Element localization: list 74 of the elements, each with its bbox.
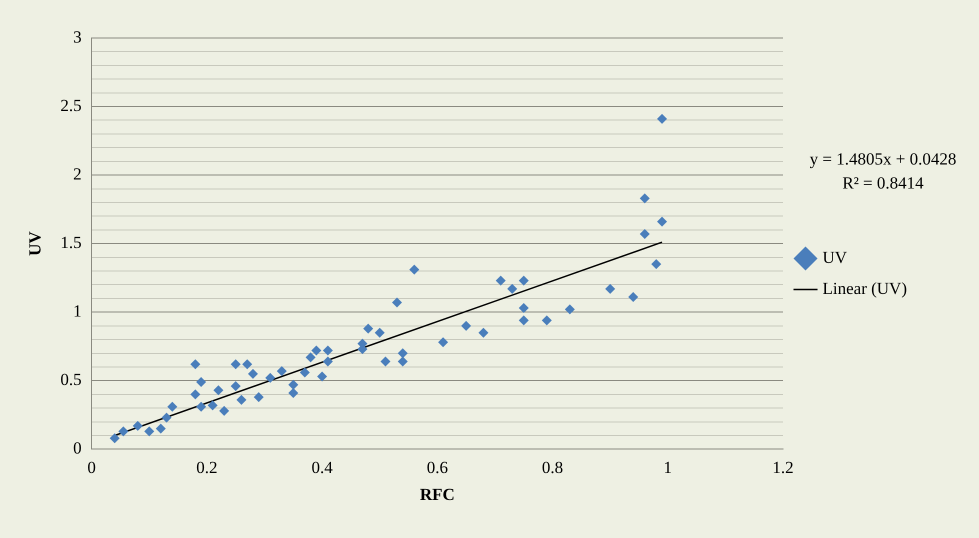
point xyxy=(242,359,252,370)
point xyxy=(496,276,506,286)
x-tick-label: 0.8 xyxy=(542,458,564,477)
point xyxy=(236,394,246,405)
point xyxy=(628,292,638,302)
point xyxy=(542,315,552,326)
y-tick-label: 1 xyxy=(73,302,82,321)
point xyxy=(518,303,529,314)
y-tick-label: 2.5 xyxy=(60,96,82,115)
point xyxy=(640,193,650,204)
point xyxy=(230,359,241,370)
point xyxy=(518,315,529,326)
x-tick-label: 1 xyxy=(664,458,672,477)
point xyxy=(144,426,154,436)
point xyxy=(156,424,166,434)
point xyxy=(657,216,668,227)
point xyxy=(438,337,448,348)
y-tick-label: 3 xyxy=(73,27,82,46)
text: y = 1.4805x + 0.0428 xyxy=(810,149,956,168)
point xyxy=(190,359,200,370)
point xyxy=(132,420,143,431)
point xyxy=(276,366,287,376)
point xyxy=(380,356,390,366)
point xyxy=(507,284,518,294)
x-tick-label: 0.6 xyxy=(426,458,448,477)
legend-label: UV xyxy=(822,248,848,267)
text: R² = 0.8414 xyxy=(842,173,924,192)
x-tick-label: 1.2 xyxy=(772,458,794,477)
point xyxy=(640,229,650,240)
point xyxy=(306,352,316,362)
point xyxy=(564,304,575,314)
point xyxy=(288,380,298,390)
x-tick-label: 0.4 xyxy=(311,458,334,477)
point xyxy=(317,372,328,382)
point xyxy=(311,346,322,356)
x-axis-title: RFC xyxy=(420,485,455,504)
point xyxy=(300,367,310,378)
point xyxy=(230,381,241,392)
point xyxy=(248,368,258,379)
point xyxy=(651,259,662,270)
point xyxy=(196,377,206,388)
point xyxy=(518,276,529,286)
point xyxy=(392,298,402,308)
point xyxy=(162,412,172,423)
point xyxy=(461,320,472,331)
point xyxy=(322,356,333,366)
point xyxy=(265,372,276,383)
x-tick-label: 0.2 xyxy=(196,458,218,477)
y-axis-title: UV xyxy=(26,230,45,256)
point xyxy=(167,402,178,412)
point xyxy=(208,400,218,410)
point xyxy=(190,389,200,400)
y-tick-label: 0.5 xyxy=(60,370,82,390)
point xyxy=(213,385,224,396)
point xyxy=(657,114,668,124)
point xyxy=(409,264,420,275)
point xyxy=(254,392,264,402)
point xyxy=(288,388,298,398)
point xyxy=(605,284,616,294)
point xyxy=(322,346,333,356)
point xyxy=(219,406,230,416)
point xyxy=(110,433,120,444)
y-tick-label: 1.5 xyxy=(60,233,82,252)
y-tick-label: 2 xyxy=(73,164,82,184)
legend-label: Linear (UV) xyxy=(822,278,908,298)
point xyxy=(118,426,128,436)
point xyxy=(398,348,408,358)
point xyxy=(196,402,206,412)
point xyxy=(374,328,385,338)
point xyxy=(398,356,408,366)
x-tick-label: 0 xyxy=(87,458,96,477)
y-tick-label: 0 xyxy=(73,438,82,458)
point xyxy=(478,328,488,338)
point xyxy=(363,324,374,334)
